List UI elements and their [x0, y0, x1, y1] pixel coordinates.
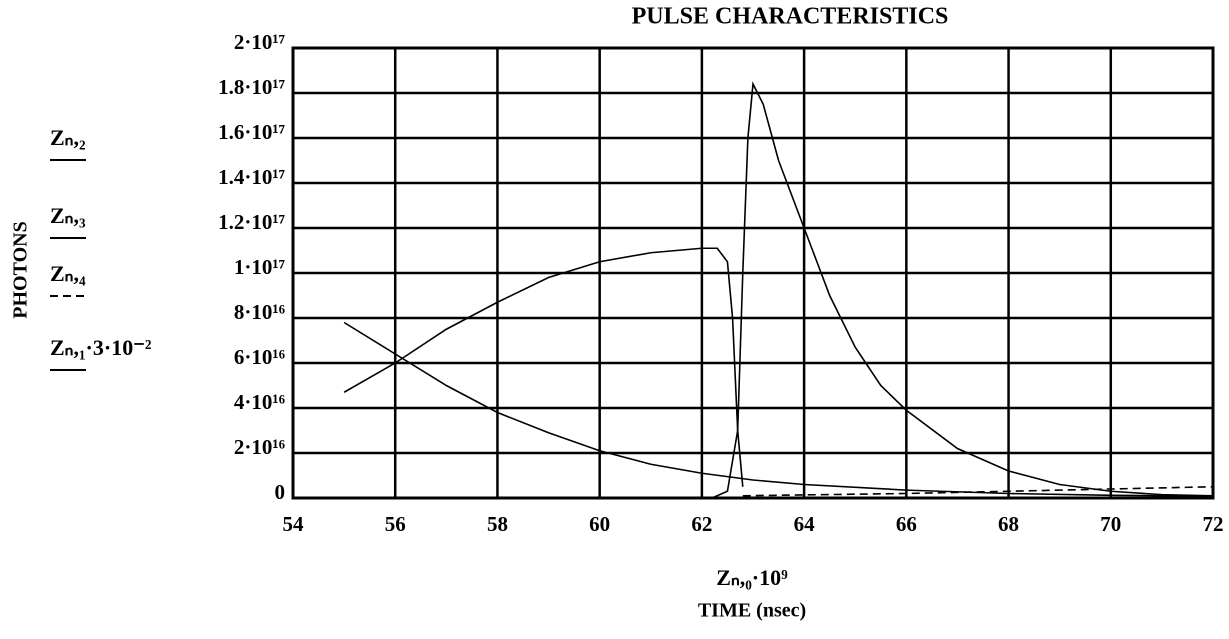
- y-tick-label: 1.8·10¹⁷: [218, 75, 285, 99]
- legend-label: Zₙ,₁·3·10⁻²: [50, 335, 152, 360]
- x-tick-label: 70: [1100, 512, 1121, 536]
- y-tick-label: 1.6·10¹⁷: [218, 120, 285, 144]
- y-tick-label: 0: [275, 480, 286, 504]
- y-tick-label: 1.4·10¹⁷: [218, 165, 285, 189]
- series-line: [742, 485, 1214, 497]
- chart-title: PULSE CHARACTERISTICS: [632, 4, 949, 30]
- y-axis-label: PHOTONS: [10, 221, 32, 318]
- x-axis-label: Zₙ,₀·10⁹: [716, 565, 788, 590]
- x-tick-label: 68: [998, 512, 1019, 536]
- x-tick-label: 56: [385, 512, 406, 536]
- x-tick-label: 58: [487, 512, 508, 536]
- y-tick-label: 2·10¹⁷: [234, 30, 285, 54]
- x-tick-label: 72: [1203, 512, 1224, 536]
- x-axis-sublabel: TIME (nsec): [698, 600, 806, 622]
- plot-border: [291, 46, 1215, 500]
- legend-label: Zₙ,₂: [50, 125, 86, 150]
- x-tick-label: 54: [283, 512, 305, 536]
- legend-label: Zₙ,₄: [50, 261, 86, 286]
- y-tick-label: 1·10¹⁷: [234, 255, 285, 279]
- y-tick-label: 1.2·10¹⁷: [218, 210, 285, 234]
- y-tick-label: 8·10¹⁶: [234, 300, 285, 324]
- y-tick-label: 2·10¹⁶: [234, 435, 285, 459]
- x-tick-label: 64: [794, 512, 816, 536]
- legend-label: Zₙ,₃: [50, 203, 86, 228]
- series-line: [711, 81, 1214, 499]
- y-tick-label: 4·10¹⁶: [234, 390, 285, 414]
- x-tick-label: 62: [691, 512, 712, 536]
- series-line: [343, 321, 1214, 497]
- y-tick-label: 6·10¹⁶: [234, 345, 285, 369]
- series-line: [343, 247, 744, 487]
- x-tick-label: 60: [589, 512, 610, 536]
- x-tick-label: 66: [896, 512, 917, 536]
